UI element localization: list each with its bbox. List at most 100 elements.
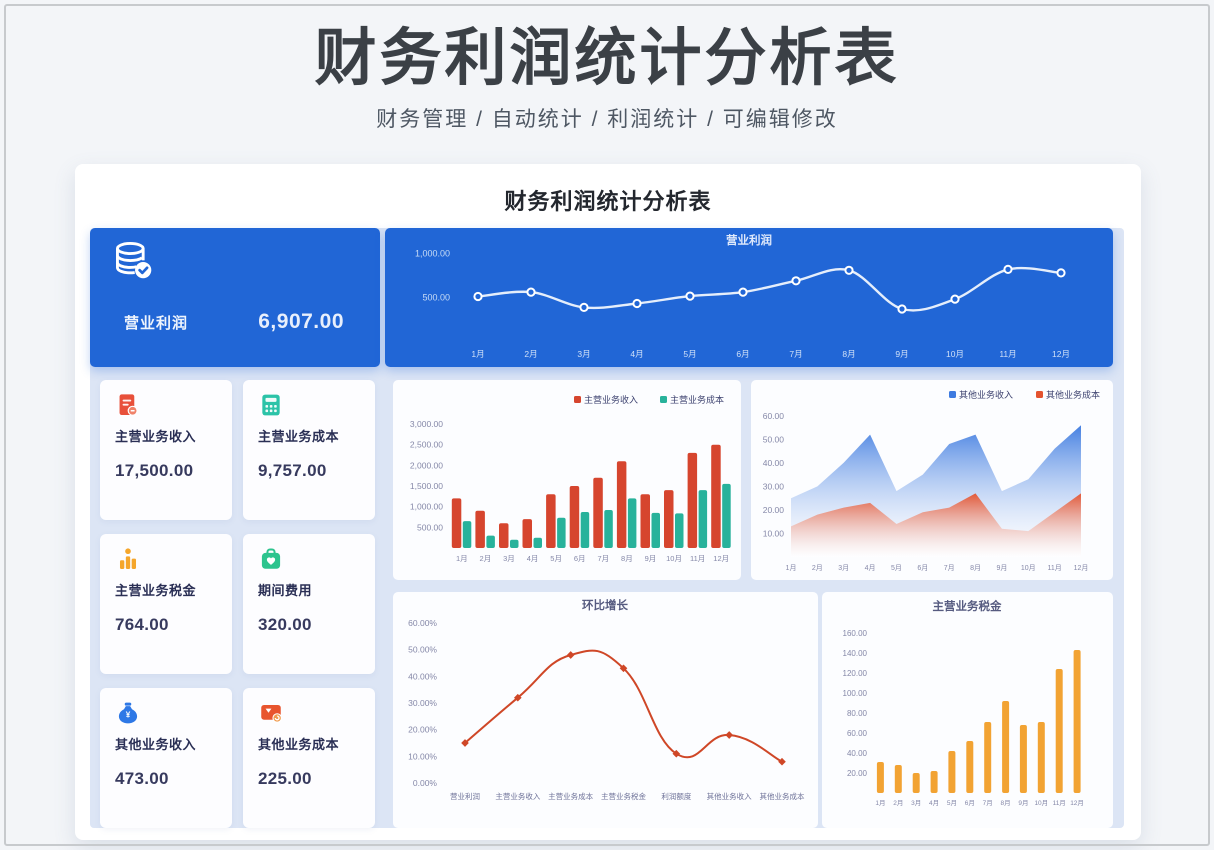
- database-icon: [110, 238, 154, 287]
- report-card: 财务利润统计分析表 营业利润 6,907.00 主营业务收入 17,500.00 主…: [75, 164, 1141, 840]
- svg-text:1,000.00: 1,000.00: [415, 249, 450, 259]
- mom-growth-line-chart: 环比增长 0.00% 10.00% 20.00% 30.00% 40.00% 50.00% 6…: [408, 598, 805, 801]
- svg-text:主营业务税金: 主营业务税金: [601, 791, 646, 801]
- svg-text:60.00%: 60.00%: [408, 618, 437, 628]
- stat-card: 期间费用 320.00: [243, 534, 375, 674]
- stat-value: 320.00: [258, 615, 312, 634]
- stat-label: 主营业务成本: [258, 429, 340, 444]
- svg-text:1月: 1月: [456, 554, 468, 563]
- svg-text:12月: 12月: [713, 554, 729, 563]
- svg-text:环比增长: 环比增长: [582, 598, 628, 612]
- svg-text:主营业务成本: 主营业务成本: [670, 394, 724, 405]
- svg-text:20.00: 20.00: [763, 505, 785, 515]
- page-title: 财务利润统计分析表: [314, 24, 900, 93]
- growth-chart-panel: 环比增长 0.00% 10.00% 20.00% 30.00% 40.00% 50.00% 6…: [393, 592, 818, 828]
- svg-text:3,000.00: 3,000.00: [410, 419, 443, 429]
- svg-text:5月: 5月: [550, 554, 562, 563]
- operating-profit-chart-panel: 营业利润 500.00 1,000.00 1月 2月 3月 4月 5月 6月 7月 8月 9月 10月 1…: [385, 228, 1113, 367]
- svg-text:11月: 11月: [690, 554, 705, 563]
- svg-text:2月: 2月: [893, 799, 903, 807]
- svg-text:9月: 9月: [996, 564, 1007, 572]
- svg-text:7月: 7月: [789, 349, 802, 359]
- svg-text:主营业务收入: 主营业务收入: [584, 394, 638, 405]
- svg-text:其他业务成本: 其他业务成本: [760, 791, 805, 801]
- svg-text:3月: 3月: [577, 349, 590, 359]
- svg-text:3月: 3月: [838, 564, 849, 572]
- other-business-chart-panel: 其他业务收入 其他业务成本 10.00 20.00 30.00 40.00 50.00 60.…: [751, 380, 1113, 580]
- stat-card-grid: 主营业务收入 17,500.00 主营业务成本 9,757.00 主营业务税金 764.0…: [100, 380, 375, 828]
- operating-profit-value: 6,907.00: [258, 310, 344, 333]
- svg-text:160.00: 160.00: [843, 629, 868, 638]
- main-business-tax-bar-chart: 主营业务税金 20.00 40.00 60.00 80.00 100.00 120.00 14…: [843, 599, 1084, 807]
- stat-value: 764.00: [115, 615, 169, 634]
- svg-text:8月: 8月: [621, 554, 633, 563]
- stat-value: 225.00: [258, 769, 312, 788]
- svg-text:20.00%: 20.00%: [408, 725, 437, 735]
- svg-text:40.00: 40.00: [847, 749, 868, 758]
- svg-text:10月: 10月: [946, 349, 964, 359]
- svg-text:40.00: 40.00: [763, 458, 785, 468]
- svg-text:60.00: 60.00: [763, 411, 785, 421]
- svg-text:12月: 12月: [1070, 799, 1084, 807]
- report-title: 财务利润统计分析表: [504, 189, 712, 214]
- svg-text:3月: 3月: [911, 799, 921, 807]
- stat-card: ¥ 其他业务收入 473.00: [100, 688, 232, 828]
- main-business-chart-panel: 主营业务收入 主营业务成本 500.00 1,000.00 1,500.00 2,000.…: [393, 380, 741, 580]
- stat-label: 主营业务收入: [115, 429, 197, 444]
- operating-profit-label: 营业利润: [124, 315, 189, 332]
- briefcase-icon: [258, 546, 375, 572]
- svg-text:6月: 6月: [574, 554, 586, 563]
- svg-text:5月: 5月: [683, 349, 696, 359]
- podium-icon: [115, 546, 232, 572]
- svg-text:2,000.00: 2,000.00: [410, 460, 443, 470]
- svg-text:其他业务收入: 其他业务收入: [959, 389, 1013, 400]
- svg-text:12月: 12月: [1074, 564, 1089, 572]
- svg-text:¥: ¥: [126, 711, 131, 720]
- svg-text:11月: 11月: [999, 349, 1016, 359]
- svg-text:12月: 12月: [1052, 349, 1070, 359]
- page-header: 财务利润统计分析表 财务管理 / 自动统计 / 利润统计 / 可编辑修改: [0, 0, 1214, 133]
- main-business-bar-chart: 主营业务收入 主营业务成本 500.00 1,000.00 1,500.00 2,000.…: [410, 394, 731, 563]
- svg-text:20.00: 20.00: [847, 769, 868, 778]
- svg-text:80.00: 80.00: [847, 709, 868, 718]
- svg-text:500.00: 500.00: [417, 522, 443, 532]
- svg-text:10月: 10月: [1034, 799, 1048, 807]
- svg-text:6月: 6月: [736, 349, 749, 359]
- svg-text:4月: 4月: [527, 554, 539, 563]
- svg-text:4月: 4月: [630, 349, 643, 359]
- svg-text:9月: 9月: [895, 349, 908, 359]
- svg-text:100.00: 100.00: [843, 689, 868, 698]
- moneybag-icon: ¥: [115, 700, 232, 726]
- svg-text:主营业务收入: 主营业务收入: [495, 791, 540, 801]
- dashboard-content: 营业利润 6,907.00 主营业务收入 17,500.00 主营业务成本 9,757…: [90, 228, 1124, 828]
- page-subtitle: 财务管理 / 自动统计 / 利润统计 / 可编辑修改: [376, 107, 838, 131]
- svg-text:其他业务成本: 其他业务成本: [1046, 389, 1100, 400]
- operating-profit-row: 营业利润 6,907.00: [124, 310, 344, 334]
- svg-text:10月: 10月: [666, 554, 682, 563]
- svg-text:11月: 11月: [1047, 564, 1061, 572]
- document-icon: [115, 392, 232, 418]
- other-business-area-chart: 其他业务收入 其他业务成本 10.00 20.00 30.00 40.00 50.00 60.…: [763, 389, 1100, 572]
- svg-text:500.00: 500.00: [422, 292, 450, 302]
- svg-text:营业利润: 营业利润: [726, 233, 772, 247]
- svg-text:50.00: 50.00: [763, 434, 785, 444]
- svg-text:10.00%: 10.00%: [408, 751, 437, 761]
- svg-text:1月: 1月: [875, 799, 885, 807]
- operating-profit-line-chart: 营业利润 500.00 1,000.00 1月 2月 3月 4月 5月 6月 7月 8月 9月 10月 1…: [415, 233, 1070, 359]
- svg-text:5月: 5月: [947, 799, 957, 807]
- svg-text:30.00%: 30.00%: [408, 698, 437, 708]
- svg-text:7月: 7月: [944, 564, 955, 572]
- svg-text:50.00%: 50.00%: [408, 645, 437, 655]
- svg-text:11月: 11月: [1053, 799, 1066, 807]
- stat-card: 其他业务成本 225.00: [243, 688, 375, 828]
- svg-text:3月: 3月: [503, 554, 515, 563]
- tax-chart-panel: 主营业务税金 20.00 40.00 60.00 80.00 100.00 120.00 14…: [822, 592, 1113, 828]
- svg-text:0.00%: 0.00%: [413, 778, 438, 788]
- stat-label: 主营业务税金: [115, 583, 197, 598]
- svg-text:5月: 5月: [891, 564, 902, 572]
- svg-text:10月: 10月: [1021, 564, 1036, 572]
- svg-text:4月: 4月: [929, 799, 939, 807]
- stat-value: 9,757.00: [258, 461, 327, 480]
- svg-text:9月: 9月: [645, 554, 657, 563]
